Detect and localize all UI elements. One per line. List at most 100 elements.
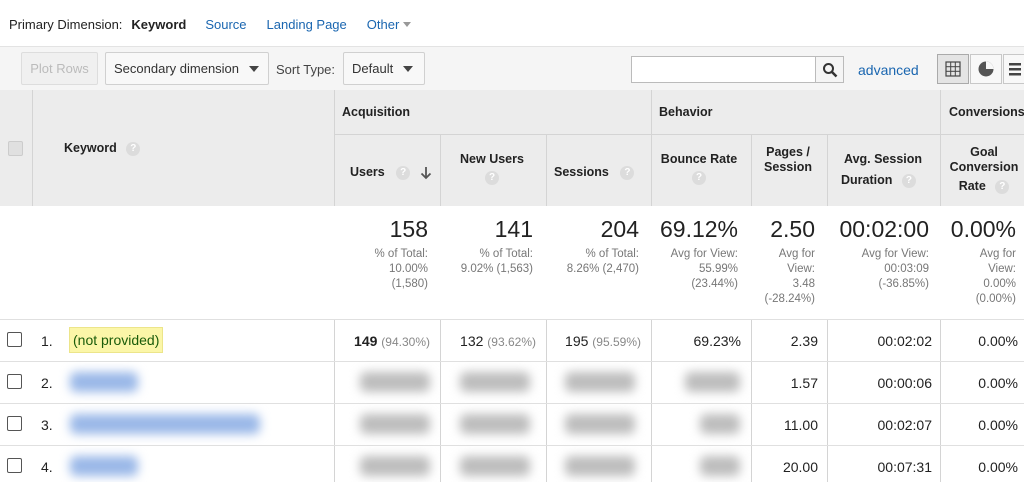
- bar-view-icon: [1009, 63, 1021, 76]
- redacted-keyword[interactable]: [70, 372, 138, 392]
- secondary-dimension-dropdown[interactable]: Secondary dimension: [105, 52, 269, 85]
- sort-type-dropdown[interactable]: Default: [343, 52, 425, 85]
- cell-sessions: 195 (95.59%): [565, 333, 641, 349]
- pie-view-icon: [978, 61, 994, 77]
- total-avg-session-l1: Avg for View:: [861, 248, 929, 260]
- row-number: 2.: [41, 375, 53, 391]
- total-bounce-rate-l1: Avg for View:: [670, 248, 738, 260]
- total-new-users-detail: % of Total: 9.02% (1,563): [461, 247, 533, 277]
- plot-rows-button[interactable]: Plot Rows: [21, 52, 98, 85]
- question-icon[interactable]: ?: [620, 165, 635, 180]
- grid-view-icon: [945, 61, 961, 77]
- sort-type-label: Sort Type:: [276, 62, 336, 77]
- search-input[interactable]: [631, 56, 816, 83]
- cell-users-pct: (94.30%): [381, 335, 430, 349]
- total-sessions-l1: % of Total:: [585, 248, 640, 260]
- total-goal-conv: 0.00%: [950, 216, 1016, 242]
- grid-view-button[interactable]: [937, 54, 969, 84]
- column-keyword[interactable]: Keyword ?: [64, 141, 141, 156]
- total-goal-conv-l1: Avg for: [979, 248, 1016, 260]
- total-bounce-rate-l3: (23.44%): [691, 278, 738, 290]
- column-users[interactable]: Users ?: [350, 165, 432, 180]
- question-icon[interactable]: ?: [901, 173, 916, 188]
- dimension-landing-page[interactable]: Landing Page: [266, 16, 347, 32]
- dimension-other-label: Other: [366, 16, 400, 32]
- total-goal-conv-l4: (0.00%): [975, 293, 1016, 305]
- total-bounce-rate-detail: Avg for View: 55.99% (23.44%): [671, 247, 738, 292]
- column-goal-conv-label-2: Conversion: [949, 160, 1019, 174]
- chevron-down-icon: [249, 65, 260, 72]
- chevron-down-icon: [403, 65, 414, 72]
- row-checkbox[interactable]: [7, 374, 22, 389]
- row-checkbox[interactable]: [7, 332, 22, 347]
- totals-row: 158 % of Total: 10.00% (1,580) 141 % of …: [0, 206, 1024, 319]
- table-row: 3. 11.00 00:02:07 0.00%: [0, 403, 1024, 445]
- cell-new-users-value: 132: [460, 333, 484, 349]
- redacted-value: [460, 456, 530, 476]
- total-avg-session-l3: (-36.85%): [878, 278, 930, 290]
- question-icon[interactable]: ?: [692, 170, 706, 185]
- chevron-down-icon: [403, 21, 412, 27]
- dimension-source[interactable]: Source: [205, 16, 247, 32]
- dimension-keyword[interactable]: Keyword: [131, 16, 187, 32]
- redacted-value: [360, 372, 430, 392]
- redacted-keyword[interactable]: [70, 456, 138, 476]
- column-pages-session-label-2: Session: [764, 160, 812, 174]
- total-sessions-l2: 8.26% (2,470): [566, 263, 639, 275]
- column-avg-session-label-1: Avg. Session: [844, 152, 923, 166]
- column-pages-session[interactable]: Pages / Session: [758, 145, 818, 175]
- column-goal-conv-label-3: Rate: [958, 179, 986, 193]
- redacted-value: [565, 372, 635, 392]
- group-behavior: Behavior: [659, 105, 713, 119]
- question-icon[interactable]: ?: [995, 179, 1010, 194]
- redacted-value: [700, 414, 740, 434]
- cell-goal-conv: 0.00%: [978, 417, 1018, 433]
- total-sessions-detail: % of Total: 8.26% (2,470): [567, 247, 639, 277]
- row-checkbox[interactable]: [7, 416, 22, 431]
- redacted-keyword[interactable]: [70, 414, 260, 434]
- row-number: 4.: [41, 459, 53, 475]
- group-conversions: Conversions: [949, 105, 1024, 119]
- question-icon[interactable]: ?: [485, 170, 499, 185]
- column-new-users[interactable]: New Users ?: [456, 152, 528, 185]
- redacted-value: [565, 414, 635, 434]
- row-checkbox[interactable]: [7, 458, 22, 473]
- cell-bounce-rate: 69.23%: [693, 333, 741, 349]
- cell-new-users-pct: (93.62%): [487, 335, 536, 349]
- cell-avg-session: 00:00:06: [877, 375, 933, 391]
- dimension-other-dropdown[interactable]: Other: [367, 17, 412, 32]
- column-avg-session-duration[interactable]: Avg. Session Duration ?: [838, 152, 932, 188]
- total-bounce-rate: 69.12%: [659, 216, 738, 242]
- column-keyword-label: Keyword: [64, 141, 117, 155]
- cell-avg-session: 00:02:02: [877, 333, 933, 349]
- cell-avg-session: 00:07:31: [877, 459, 933, 475]
- total-users-l1: % of Total:: [374, 248, 429, 260]
- search-button[interactable]: [815, 56, 844, 83]
- column-new-users-label: New Users: [460, 152, 524, 166]
- plot-rows-label: Plot Rows: [30, 61, 89, 76]
- pie-view-button[interactable]: [970, 54, 1002, 84]
- column-goal-conversion-rate[interactable]: Goal Conversion Rate ?: [947, 145, 1021, 194]
- select-all-checkbox[interactable]: [8, 141, 23, 156]
- total-users-l2: 10.00%: [388, 263, 428, 275]
- question-icon[interactable]: ?: [396, 165, 411, 180]
- total-pages-session-l3: 3.48: [792, 278, 815, 290]
- redacted-value: [700, 456, 740, 476]
- column-sessions[interactable]: Sessions ?: [554, 165, 635, 180]
- question-icon[interactable]: ?: [126, 141, 141, 156]
- primary-dimension-label: Primary Dimension:: [9, 16, 123, 32]
- keyword-link[interactable]: (not provided): [69, 327, 164, 353]
- advanced-filter-link[interactable]: advanced: [858, 62, 919, 78]
- redacted-value: [460, 414, 530, 434]
- cell-goal-conv: 0.00%: [978, 459, 1018, 475]
- cell-pages-session: 1.57: [790, 375, 818, 391]
- column-sessions-label: Sessions: [554, 165, 609, 179]
- cell-pages-session: 11.00: [784, 417, 818, 433]
- bar-view-button[interactable]: [1003, 54, 1024, 84]
- total-goal-conv-detail: Avg for View: 0.00% (0.00%): [976, 247, 1016, 307]
- table-header: [0, 90, 1024, 206]
- column-bounce-rate[interactable]: Bounce Rate ?: [659, 152, 739, 185]
- cell-new-users: 132 (93.62%): [460, 333, 536, 349]
- sort-type-value: Default: [352, 61, 394, 76]
- table-row: 1. (not provided) 149 (94.30%) 132 (93.6…: [0, 319, 1024, 361]
